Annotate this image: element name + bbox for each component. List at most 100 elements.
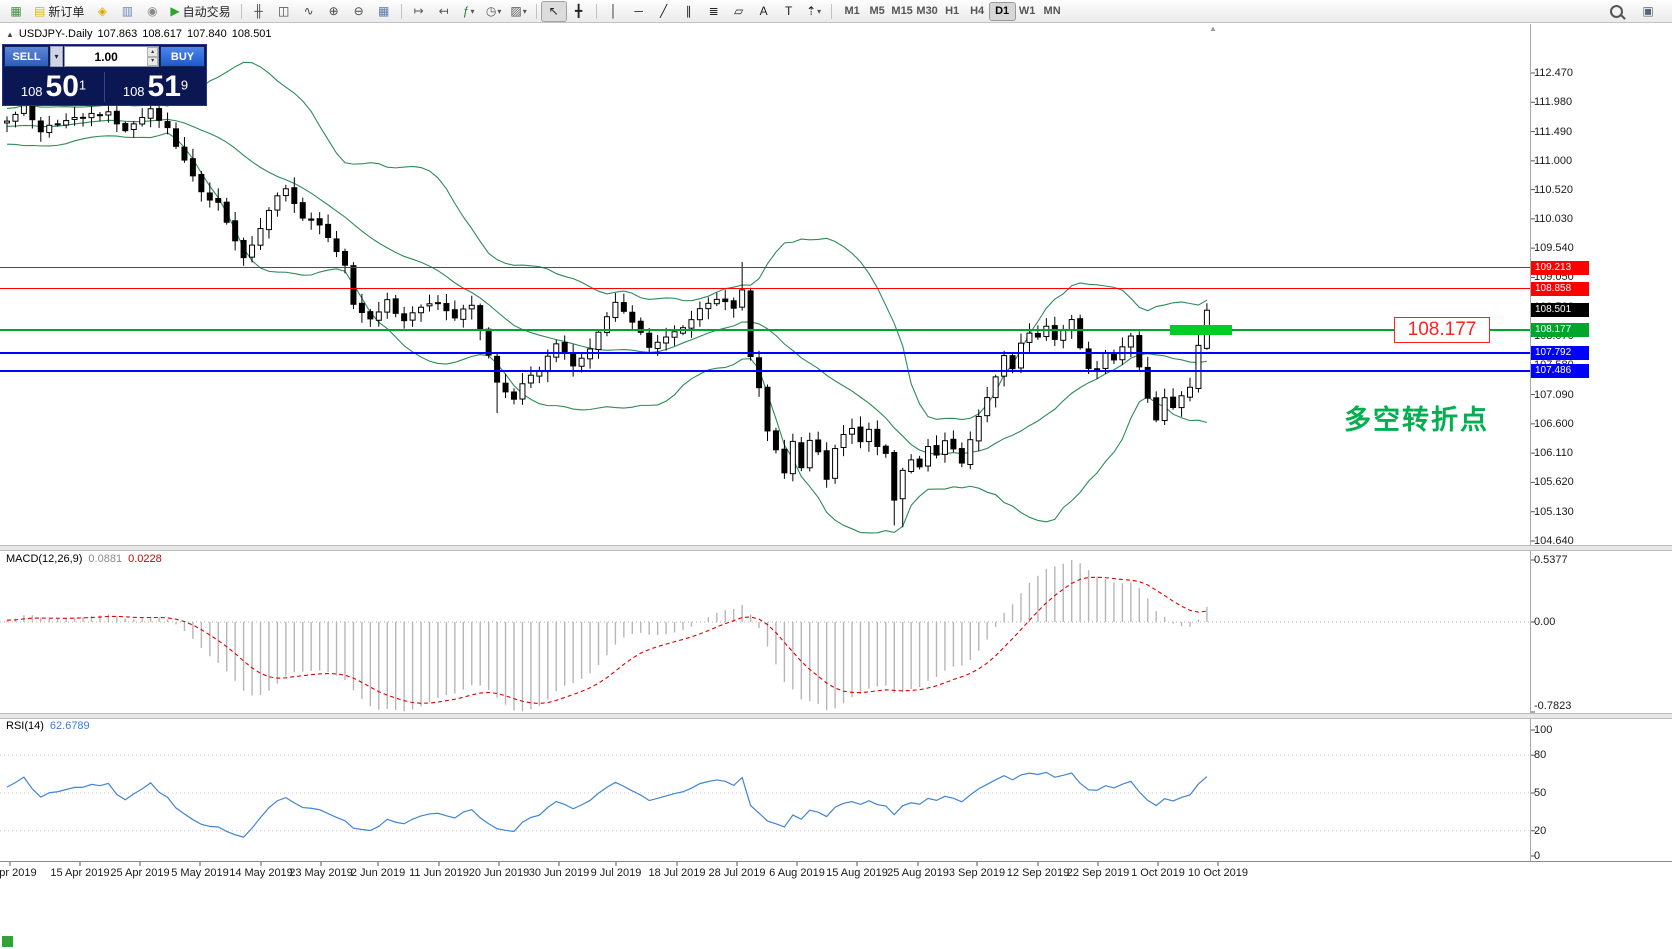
date-label: 9 Jul 2019 <box>590 867 642 879</box>
timeframe-m15[interactable]: M15 <box>891 4 913 17</box>
price-alert-label[interactable]: 108.177 <box>1394 317 1490 343</box>
sell-button[interactable]: SELL <box>4 46 49 67</box>
date-label: 25 Apr 2019 <box>110 867 170 879</box>
new-order-button-label: 新订单 <box>48 4 85 19</box>
macd-scale-label: -0.7823 <box>1534 700 1572 712</box>
new-window-icon[interactable]: ▣ <box>1636 2 1660 21</box>
bar-chart-icon[interactable]: ╫ <box>247 2 271 21</box>
ohlc-low: 107.840 <box>187 28 227 40</box>
vertical-line-icon-glyph: │ <box>609 4 618 18</box>
timeframe-m1[interactable]: M1 <box>844 4 860 17</box>
date-label: 5 May 2019 <box>171 867 229 879</box>
panel-resize-handle-macd[interactable] <box>0 545 1672 551</box>
macd-scale-label: 0.5377 <box>1534 554 1568 566</box>
trendline-icon[interactable]: ╱ <box>652 2 676 21</box>
equidistant-channel-icon[interactable]: ∥ <box>677 2 701 21</box>
sell-price-big: 50 <box>45 69 79 103</box>
tile-windows-icon[interactable]: ▦ <box>372 2 396 21</box>
bollinger-bands <box>6 61 1208 534</box>
timeframe-m5[interactable]: M5 <box>869 4 885 17</box>
horizontal-line-icon[interactable]: ─ <box>627 2 651 21</box>
line-chart-icon[interactable]: ∿ <box>297 2 321 21</box>
level-line[interactable] <box>0 328 1530 331</box>
level-line[interactable] <box>0 369 1530 372</box>
new-chart-icon[interactable]: ▦ <box>4 2 28 21</box>
sell-price-pip: 1 <box>78 77 87 93</box>
level-line[interactable] <box>0 267 1530 269</box>
auto-scroll-icon[interactable]: ↦ <box>407 2 431 21</box>
macd-histogram <box>0 560 1530 712</box>
metaquotes-icon[interactable]: ◈ <box>90 2 114 21</box>
bar-chart-icon-glyph: ╫ <box>254 4 263 18</box>
panel-resize-handle-rsi[interactable] <box>0 713 1672 719</box>
price-scale-label: 110.520 <box>1534 183 1573 196</box>
search-icon[interactable] <box>1604 2 1628 21</box>
date-label: 15 Aug 2019 <box>826 867 888 879</box>
cursor-icon[interactable]: ↖ <box>540 0 567 22</box>
new-order-button[interactable]: ▤ 新订单 <box>29 2 89 21</box>
shapes-icon[interactable]: ▱ <box>727 2 751 21</box>
date-label: 30 Jun 2019 <box>528 867 590 879</box>
zoom-out-icon[interactable]: ⊖ <box>347 2 371 21</box>
chart-shift-marker[interactable]: ▲ <box>1209 24 1217 33</box>
axis-ticks <box>9 72 1535 866</box>
chart-annotation-text[interactable]: 多空转折点 <box>1344 405 1489 435</box>
periods-dropdown[interactable]: ◷ ▾ <box>482 2 506 21</box>
volume-down-button[interactable]: ▾ <box>147 56 158 66</box>
price-scale-label: 111.000 <box>1534 154 1573 167</box>
sell-price-prefix: 108 <box>20 83 43 99</box>
sell-options-dropdown[interactable]: ▾ <box>50 46 63 67</box>
vertical-line-icon[interactable]: │ <box>602 2 626 21</box>
chart-shift-icon[interactable]: ↤ <box>432 2 456 21</box>
volume-up-button[interactable]: ▴ <box>147 47 158 57</box>
volume-input[interactable] <box>65 47 148 66</box>
text-label-icon[interactable]: T <box>777 2 801 21</box>
price-scale-label: 110.030 <box>1534 212 1573 225</box>
volume-control: ▴ ▾ <box>64 46 159 67</box>
date-label: 3 Sep 2019 <box>948 867 1006 879</box>
buy-price[interactable]: 108 519 <box>105 70 206 104</box>
charts-toolbar-icon[interactable]: ▥ <box>115 2 139 21</box>
indicators-dropdown-glyph: ƒ <box>462 4 470 18</box>
arrows-dropdown-caret-icon: ▾ <box>817 6 822 16</box>
level-line[interactable] <box>0 288 1530 290</box>
timeframe-mn[interactable]: MN <box>1043 4 1061 17</box>
toolbar-separator <box>400 3 402 19</box>
auto-scroll-icon-glyph: ↦ <box>413 4 424 18</box>
market-watch-icon[interactable]: ◉ <box>140 2 164 21</box>
one-click-expand-icon[interactable]: ▲ <box>6 30 14 39</box>
zoom-in-icon[interactable]: ⊕ <box>322 2 346 21</box>
autotrading-button[interactable]: ▶ 自动交易 <box>165 2 235 21</box>
date-label: 10 Oct 2019 <box>1188 867 1248 879</box>
templates-dropdown[interactable]: ▨ ▾ <box>507 2 531 21</box>
cursor-icon-glyph: ↖ <box>548 4 559 18</box>
price-scale-label: 111.980 <box>1534 96 1573 109</box>
candlestick-chart-icon-glyph: ◫ <box>277 4 290 18</box>
sell-price[interactable]: 108 501 <box>3 70 104 104</box>
templates-dropdown-caret-icon: ▾ <box>522 6 527 16</box>
level-line[interactable] <box>0 351 1530 354</box>
line-chart-icon-glyph: ∿ <box>303 4 314 18</box>
text-icon[interactable]: A <box>752 2 776 21</box>
timeframe-h1[interactable]: H1 <box>945 4 960 17</box>
macd-name: MACD(12,26,9) <box>6 553 83 565</box>
price-scale-label: 109.540 <box>1534 242 1574 255</box>
timeframe-h4[interactable]: H4 <box>970 4 985 17</box>
buy-button[interactable]: BUY <box>160 46 205 67</box>
horizontal-line-icon-glyph: ─ <box>634 4 643 18</box>
volume-spinner: ▴ ▾ <box>147 47 158 66</box>
candlestick-chart-icon[interactable]: ◫ <box>272 2 296 21</box>
timeframe-d1[interactable]: D1 <box>988 1 1016 21</box>
timeframe-w1[interactable]: W1 <box>1018 4 1036 17</box>
timeframe-m30[interactable]: M30 <box>916 4 938 17</box>
crosshair-icon[interactable]: ╋ <box>567 2 591 21</box>
indicators-dropdown[interactable]: ƒ ▾ <box>457 2 481 21</box>
arrows-dropdown[interactable]: ⇡ ▾ <box>802 2 826 21</box>
autotrading-button-glyph: ▶ <box>170 4 180 18</box>
fibonacci-icon[interactable]: ≣ <box>702 2 726 21</box>
highlight-line-segment[interactable] <box>1170 324 1232 335</box>
level-price-tag: 109.213 <box>1531 260 1589 275</box>
price-scale-label: 106.110 <box>1534 447 1573 460</box>
price-scale-label: 111.490 <box>1534 125 1573 138</box>
